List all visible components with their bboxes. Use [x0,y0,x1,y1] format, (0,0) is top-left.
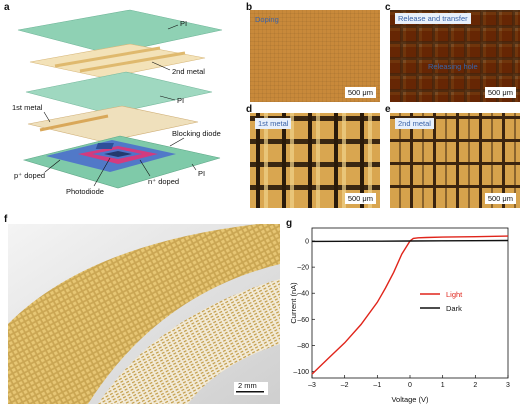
panel-label-f: f [4,214,8,225]
panel-label-d: d [246,104,253,115]
x-tick-label: 3 [506,382,510,389]
scale-label-e: 500 μm [484,193,516,204]
pi-top-layer [17,9,223,55]
y-axis-label: Current (nA) [289,282,298,324]
micrograph-title-c: Release and transfer [395,13,471,24]
panel-label-b: b [246,2,253,13]
panel-label-g: g [286,218,293,229]
micrograph-release: Release and transfer Releasing hole 500 … [390,10,520,102]
x-tick-label: –3 [308,382,316,389]
legend-label-light: Light [446,290,463,299]
scale-label-b: 500 μm [344,87,376,98]
metal1-layer [27,105,199,143]
scale-label-c: 500 μm [484,87,516,98]
label-pi-mid: PI [177,96,184,105]
scale-label-d: 500 μm [344,193,376,204]
label-n-doped: n⁺ doped [148,177,179,186]
iv-curve-chart: 0 –20 –40 –60 –80 –100 –3 –2 –1 0 1 2 3 Voltage (V)… [289,227,510,404]
series-light-line [311,235,509,375]
x-tick-label: 0 [408,382,412,389]
label-p-doped: p⁺ doped [14,171,45,180]
series-dark-line [311,239,509,243]
scale-label-f: 2 mm [238,381,257,390]
x-tick-label: –1 [373,382,381,389]
releasing-hole-annotation: Releasing hole [428,62,478,71]
micrograph-doping: Doping 500 μm [250,10,380,102]
y-tick-label: –100 [293,369,309,376]
micrograph-metal1: 1st metal 500 μm [250,113,380,208]
flexible-array-photo: 2 mm [8,224,280,404]
y-tick-label: –20 [297,265,309,272]
photodiode-region [104,151,132,157]
panel-label-e: e [385,104,391,115]
plot-frame [311,227,509,379]
pi-mid-layer [25,71,213,115]
micrograph-title-b: Doping [255,15,279,24]
label-metal2: 2nd metal [172,67,205,76]
legend: Light Dark [420,290,463,313]
micrograph-metal2: 2nd metal 500 μm [390,113,520,208]
legend-label-dark: Dark [446,304,462,313]
label-photodiode: Photodiode [66,187,104,196]
label-blocking-diode: Blocking diode [172,129,221,138]
x-tick-label: –2 [341,382,349,389]
panel-label-c: c [385,2,391,13]
y-tick-label: –40 [297,291,309,298]
x-tick-label: 2 [473,382,477,389]
label-pi-bottom: PI [198,169,205,178]
x-axis-label: Voltage (V) [391,395,429,404]
micrograph-title-e: 2nd metal [395,118,434,129]
label-metal1: 1st metal [12,103,43,112]
micrograph-title-d: 1st metal [255,118,292,129]
label-pi-top: PI [180,19,187,28]
blocking-diode [95,143,114,149]
x-tick-label: 1 [441,382,445,389]
y-tick-label: 0 [305,239,309,246]
y-tick-label: –80 [297,343,309,350]
device-stack-diagram: PI 2nd metal PI 1st metal Blocking diode… [12,9,223,196]
y-tick-label: –60 [297,317,309,324]
panel-label-a: a [4,2,10,13]
metal2-layer [29,43,206,79]
